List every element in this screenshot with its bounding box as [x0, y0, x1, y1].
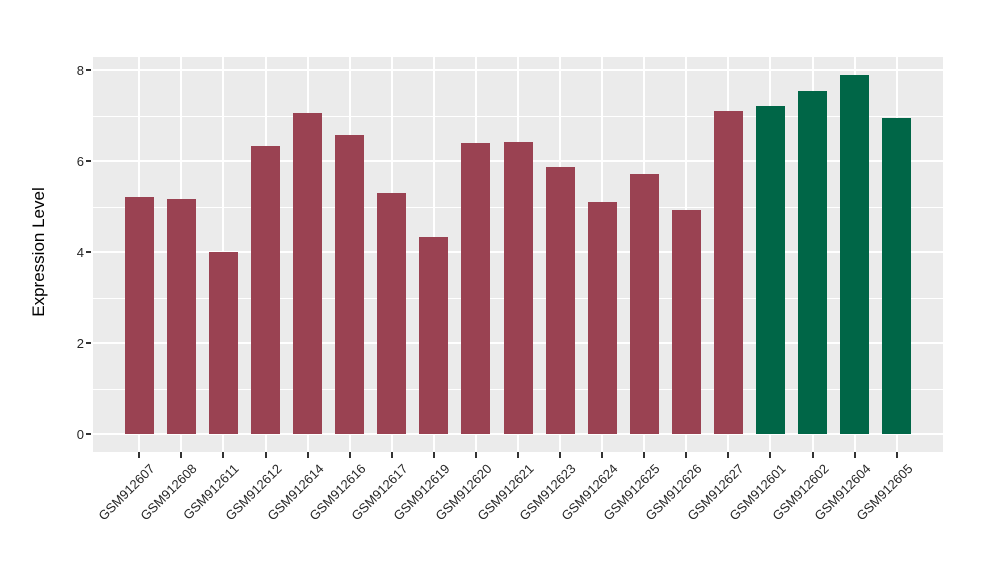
y-tick-mark: [86, 160, 91, 162]
x-tick-mark: [769, 452, 772, 458]
bar-GSM912602: [798, 91, 828, 434]
x-tick-mark: [348, 452, 351, 458]
bar-GSM912619: [419, 237, 449, 434]
bar-GSM912608: [166, 198, 196, 434]
y-tick-mark: [86, 251, 91, 253]
x-tick-mark: [390, 452, 393, 458]
bar-GSM912614: [293, 113, 323, 434]
y-tick-mark: [86, 433, 91, 435]
bar-GSM912621: [503, 142, 533, 434]
y-axis-title: Expression Level: [29, 187, 48, 317]
bar-GSM912604: [840, 75, 870, 434]
x-tick-mark: [853, 452, 856, 458]
y-tick-label: 4: [76, 245, 84, 260]
y-tick-label: 6: [76, 154, 84, 169]
y-tick-label: 0: [76, 427, 84, 442]
bar-GSM912607: [124, 196, 154, 434]
bar-GSM912605: [882, 118, 912, 434]
bar-GSM912611: [208, 251, 238, 434]
bar-GSM912612: [251, 146, 281, 434]
y-tick-label: 2: [76, 336, 84, 351]
x-tick-mark: [306, 452, 309, 458]
x-tick-mark: [517, 452, 519, 458]
chart-panel: [93, 57, 943, 452]
bar-GSM912626: [671, 210, 701, 434]
bar-GSM912617: [377, 193, 407, 434]
x-tick-mark: [264, 452, 267, 458]
x-tick-mark: [138, 452, 141, 458]
x-tick-mark: [811, 452, 814, 458]
x-tick-mark: [432, 452, 435, 458]
y-tick-label: 8: [76, 63, 84, 78]
y-tick-mark: [86, 342, 91, 344]
bar-GSM912620: [461, 143, 491, 434]
x-tick-mark: [601, 452, 604, 458]
bar-GSM912627: [713, 111, 743, 434]
bar-GSM912624: [587, 201, 617, 434]
x-tick-mark: [727, 452, 730, 458]
x-tick-mark: [685, 452, 688, 458]
x-tick-mark: [474, 452, 477, 458]
x-tick-mark: [180, 452, 183, 458]
y-tick-mark: [86, 69, 91, 71]
bar-GSM912623: [545, 167, 575, 434]
x-tick-mark: [559, 452, 562, 458]
bar-GSM912601: [755, 105, 785, 434]
x-tick-mark: [643, 452, 646, 458]
bar-GSM912625: [629, 173, 659, 434]
x-tick-mark: [222, 452, 225, 458]
x-tick-mark: [895, 452, 898, 458]
bar-GSM912616: [335, 135, 365, 434]
